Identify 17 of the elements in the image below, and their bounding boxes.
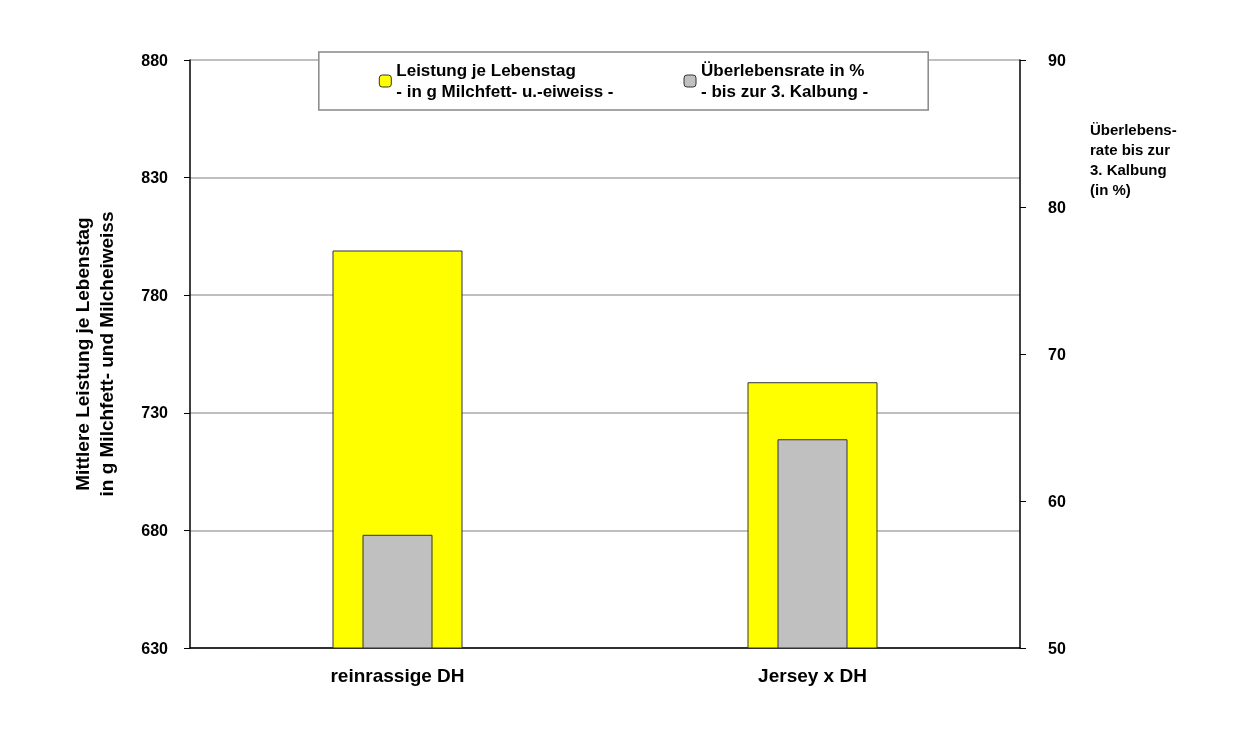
y-tick-label: 830: [141, 169, 169, 187]
y-tick-label: 630: [141, 639, 169, 657]
y-tick-label: 680: [141, 521, 169, 539]
legend-label: Überlebensrate in % - bis zur 3. Kalbung -: [701, 61, 869, 101]
y2-tick-label: 60: [1048, 492, 1066, 510]
y2-tick-label: 70: [1048, 345, 1066, 363]
y-tick-label: 730: [141, 404, 169, 422]
x-tick-label: Jersey x DH: [758, 665, 867, 686]
y2-tick-label: 50: [1048, 639, 1066, 657]
y2-tick-label: 80: [1048, 198, 1066, 216]
y-tick-label: 780: [141, 286, 169, 304]
legend-label: Leistung je Lebenstag - in g Milchfett- u.-eiweiss -: [396, 61, 614, 101]
y2-tick-label: 90: [1048, 51, 1066, 69]
y-tick-label: 880: [141, 51, 169, 69]
y-axis-title: Mittlere Leistung je Lebenstag in g Milchfett- und Milcheiweiss: [71, 211, 117, 497]
x-tick-label: reinrassige DH: [330, 665, 465, 686]
y2-axis-title: Überlebens- rate bis zur 3. Kalbung (in %): [1090, 120, 1177, 198]
